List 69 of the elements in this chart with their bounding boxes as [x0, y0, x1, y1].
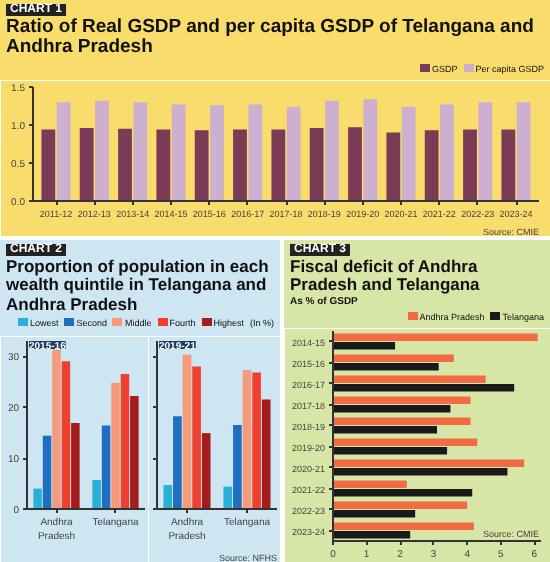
bar	[223, 486, 233, 509]
bar	[333, 480, 407, 489]
bar	[52, 349, 61, 509]
bar	[401, 106, 416, 201]
bar	[192, 366, 201, 509]
bar	[286, 106, 301, 201]
bar	[333, 383, 515, 392]
bar	[233, 425, 242, 509]
bar	[424, 130, 439, 201]
bar	[309, 128, 324, 201]
chart-title: Fiscal deficit of Andhra Pradesh and Telangana	[290, 256, 482, 296]
chart-title: Ratio of Real GSDP and per capita GSDP of Telangana and Andhra Pradesh	[6, 16, 536, 60]
bar	[101, 425, 111, 509]
bar	[252, 372, 261, 509]
bar	[463, 129, 477, 201]
bar	[440, 104, 454, 201]
bar	[156, 129, 171, 201]
bar	[333, 488, 473, 497]
bar	[42, 435, 52, 509]
bar	[248, 104, 263, 201]
bar	[111, 382, 120, 509]
bar	[386, 132, 401, 201]
bar	[56, 102, 71, 201]
bar	[333, 425, 437, 434]
bar	[501, 129, 516, 201]
bar	[163, 485, 173, 509]
bar	[333, 438, 478, 447]
chart-title: Proportion of population in each wealth quintile in Telangana and Andhra Pradesh	[6, 256, 271, 315]
bar	[333, 354, 454, 363]
bar	[333, 522, 474, 531]
bar	[61, 361, 71, 509]
bar	[333, 375, 486, 384]
bar	[92, 479, 101, 509]
bar	[233, 129, 247, 201]
bar	[333, 509, 416, 518]
bar	[130, 395, 139, 509]
bar	[333, 417, 471, 426]
bar	[333, 446, 448, 455]
bar	[333, 362, 439, 371]
bar	[33, 488, 42, 509]
bar	[478, 102, 493, 201]
bar	[210, 105, 224, 201]
bar	[41, 129, 56, 201]
bar	[133, 102, 148, 201]
bar	[201, 433, 211, 509]
bar	[173, 416, 182, 509]
bar	[516, 102, 531, 201]
bar	[261, 399, 271, 509]
bar	[333, 467, 508, 476]
bar	[348, 127, 362, 201]
bar	[118, 128, 132, 201]
bar	[333, 404, 451, 413]
bar	[79, 128, 94, 201]
bar	[333, 333, 538, 342]
bar	[271, 129, 286, 201]
bar	[333, 341, 396, 350]
bar	[333, 459, 525, 468]
bar	[120, 374, 130, 509]
bar	[182, 354, 192, 509]
bar	[325, 100, 339, 201]
bar	[71, 422, 80, 509]
bar	[333, 396, 471, 405]
bar	[194, 130, 209, 201]
bar	[363, 99, 378, 201]
bar	[95, 100, 109, 201]
bar	[333, 501, 468, 510]
bar	[171, 104, 186, 201]
bar	[242, 370, 252, 509]
bar	[333, 530, 411, 539]
